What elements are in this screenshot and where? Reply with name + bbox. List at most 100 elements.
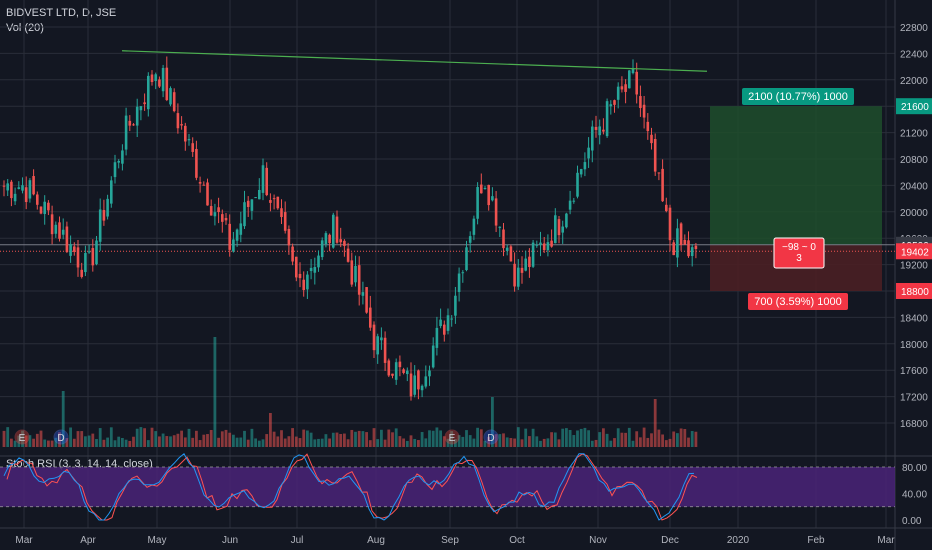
candle [150,74,154,83]
price-axis-tick: 18000 [900,340,928,351]
candle [69,244,72,256]
candle [43,201,46,215]
volume-bar [457,435,461,447]
candle [605,101,609,137]
candle [91,248,95,266]
volume-bar [583,427,587,447]
volume-bar [187,428,191,447]
price-badge-box [896,243,932,260]
candle [54,224,58,234]
volume-bar [324,434,328,447]
candle [668,207,672,241]
candle [679,223,683,246]
volume-bar [405,440,409,447]
volume-bar [232,434,235,447]
volume-bar [528,436,531,447]
volume-bar [17,435,21,447]
volume-bar [320,438,324,447]
volume-bar [250,428,254,447]
candle [461,272,465,274]
volume-bar [135,428,139,447]
price-axis-tick: 22000 [900,76,928,87]
candle [73,246,76,252]
candle [269,200,272,203]
candle [443,324,446,335]
candle [542,243,546,250]
volume-bar [24,435,28,447]
volume-bar [491,397,494,447]
candle [428,370,431,377]
volume-bar [28,435,32,447]
volume-bar [620,432,624,447]
candle [672,242,675,256]
candle [583,162,587,170]
candle [332,214,335,248]
volume-bar [635,431,639,447]
rsi-axis-tick: 0.00 [902,516,922,527]
candle [683,239,687,245]
candle [391,373,394,376]
candle [47,202,50,211]
candle [224,217,228,221]
volume-bar [520,439,524,447]
volume-bar [224,429,228,447]
event-marker-circle [53,429,69,445]
volume-bar [206,434,209,447]
volume-bar [139,427,143,447]
candle [513,263,516,287]
candle [313,267,317,273]
volume-bar [269,413,272,447]
volume-bar [35,433,39,447]
candle [446,315,450,331]
candle [457,273,461,292]
volume-bar [450,431,454,447]
volume-bar [516,427,520,447]
volume-bar [172,435,176,447]
candle [439,319,442,327]
candle [557,219,561,236]
candle [117,160,120,163]
volume-bar [146,440,150,447]
volume-bar [576,430,579,447]
volume-bar [180,430,183,447]
price-axis-tick: 18400 [900,313,928,324]
candle [494,198,498,226]
volume-bar [428,430,431,447]
volume-bar [465,430,468,447]
candle [524,258,527,271]
volume-bar [476,427,479,447]
candle [639,96,642,109]
volume-bar [668,438,672,447]
volume-bar [546,438,550,447]
candle [372,324,376,351]
candle [535,244,539,246]
candle [295,256,298,278]
candle [95,240,98,265]
volume-bar [424,438,428,447]
candle [694,245,698,249]
volume-bar [505,437,509,447]
volume-bar [32,438,35,447]
volume-bar [431,430,435,447]
candle [520,267,524,273]
event-marker-label: E [449,433,456,444]
volume-bar [50,440,54,447]
volume-bar [468,435,472,447]
price-badge: 21600 [896,98,932,115]
trendline [121,50,708,72]
candle [106,198,109,217]
candle [609,104,613,107]
volume-bar [58,432,61,447]
candle [602,129,605,132]
candle [2,185,6,187]
candle [254,197,257,199]
volume-bar [376,439,380,447]
candle [39,206,43,214]
candle [424,376,428,387]
volume-bar [350,429,354,447]
volume-bar [343,433,346,447]
volume-bar [339,433,343,447]
price-badge-text: 19402 [901,247,929,258]
candle [591,126,594,151]
